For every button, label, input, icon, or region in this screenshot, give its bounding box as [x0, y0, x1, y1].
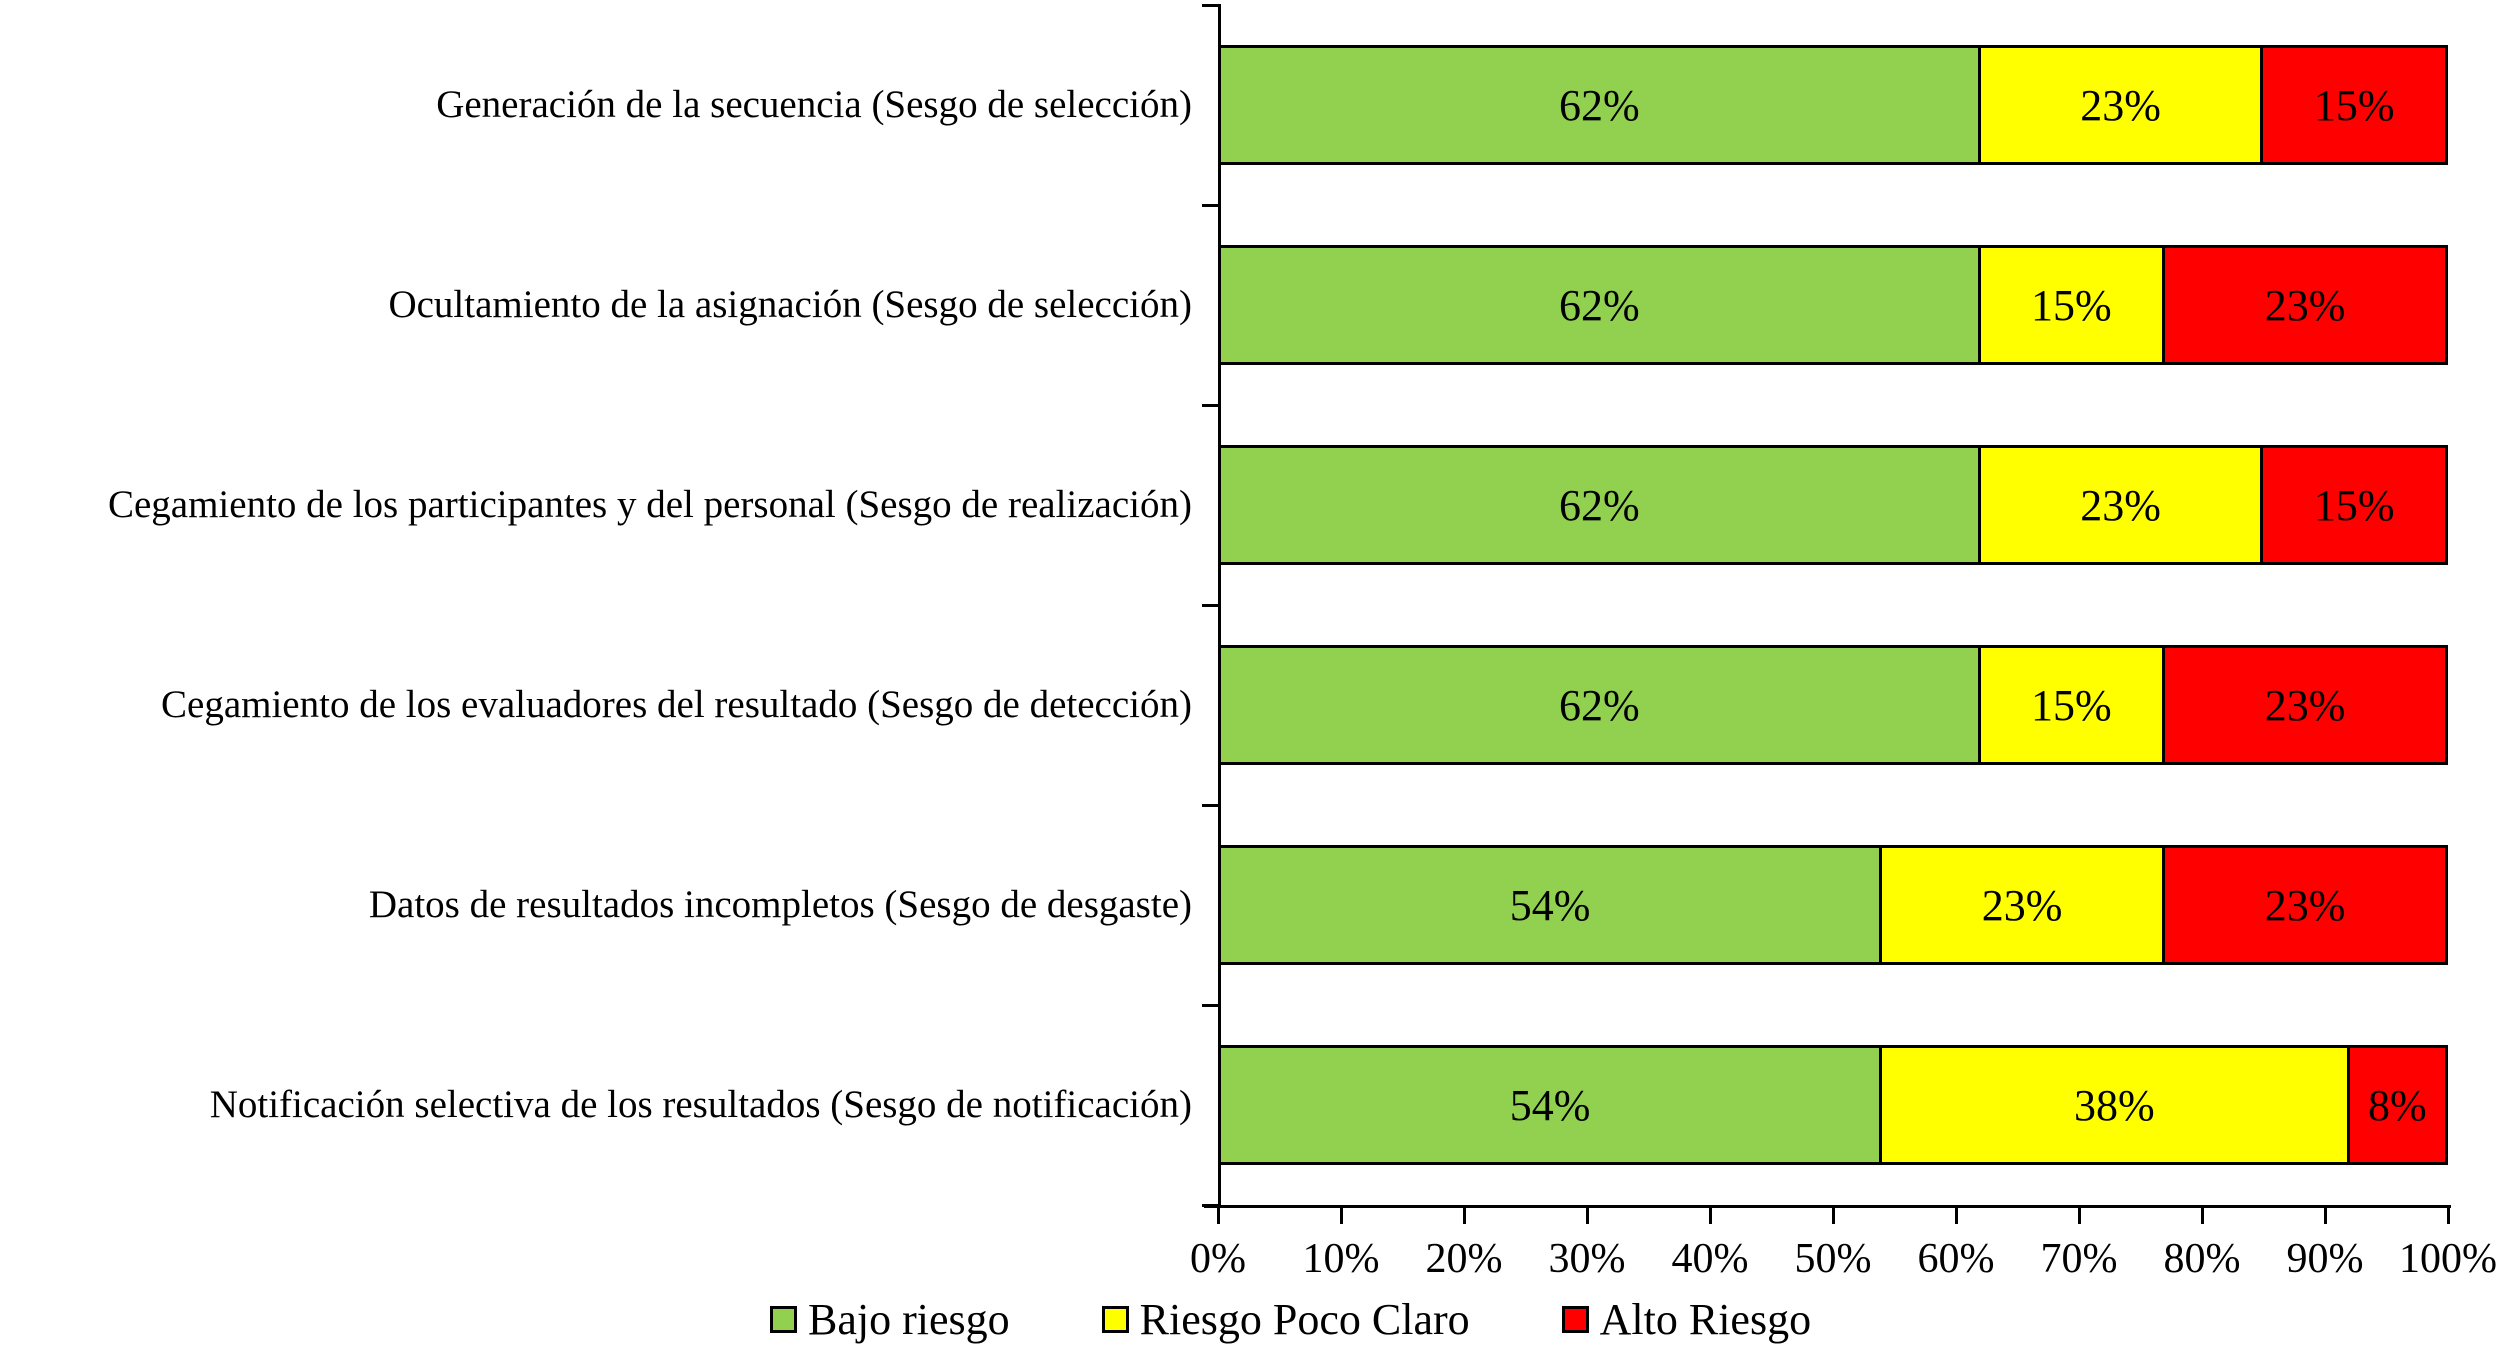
legend-swatch-bajo-riesgo — [770, 1306, 797, 1333]
x-axis-tick-label: 10% — [1302, 1236, 1380, 1282]
bar-segment-bajo-riesgo: 54% — [1218, 845, 1883, 965]
category-label: Cegamiento de los participantes y del pe… — [107, 482, 1192, 526]
x-axis-tick-label: 40% — [1671, 1236, 1749, 1282]
bar-row: 62% 15% 23% — [1218, 245, 2448, 365]
x-axis-tick-label: 80% — [2163, 1236, 2241, 1282]
legend-swatch-alto-riesgo — [1561, 1306, 1589, 1333]
bar-segment-bajo-riesgo: 62% — [1218, 245, 1981, 365]
legend-label: Alto Riesgo — [1599, 1295, 1812, 1344]
legend: Bajo riesgo Riesgo Poco Claro Alto Riesgo — [770, 1294, 1811, 1345]
category-label: Cegamiento de los evaluadores del result… — [161, 682, 1192, 726]
x-axis-tick — [2324, 1205, 2327, 1224]
x-axis-tick — [1832, 1205, 1835, 1224]
x-axis-tick-label: 70% — [2040, 1236, 2118, 1282]
bar-segment-bajo-riesgo: 62% — [1218, 445, 1981, 565]
bar-segment-bajo-riesgo: 54% — [1218, 1045, 1883, 1165]
segment-value-label: 54% — [1509, 880, 1591, 930]
category-label: Datos de resultados incompletos (Sesgo d… — [368, 882, 1192, 926]
segment-value-label: 23% — [2080, 80, 2161, 130]
segment-value-label: 23% — [2264, 280, 2346, 330]
x-axis-tick — [2078, 1205, 2081, 1224]
y-axis-tick — [1202, 204, 1221, 207]
y-axis-tick — [1202, 1004, 1221, 1007]
segment-value-label: 54% — [1509, 1080, 1591, 1130]
bar-row: 62% 23% 15% — [1218, 445, 2448, 565]
legend-swatch-riesgo-poco-claro — [1101, 1306, 1129, 1333]
bar-row: 62% 23% 15% — [1218, 45, 2448, 165]
bar-segment-alto-riesgo: 15% — [2263, 45, 2448, 165]
segment-value-label: 38% — [2074, 1080, 2155, 1130]
bar-segment-alto-riesgo: 15% — [2263, 445, 2448, 565]
x-axis-tick — [2447, 1205, 2450, 1224]
bar-segment-alto-riesgo: 23% — [2165, 245, 2448, 365]
segment-value-label: 23% — [2264, 680, 2346, 730]
segment-value-label: 62% — [1558, 680, 1640, 730]
x-axis-line — [1204, 1205, 2451, 1208]
x-axis-tick-label: 60% — [1917, 1236, 1995, 1282]
bar-row: 54% 38% 8% — [1218, 1045, 2448, 1165]
y-axis-tick — [1202, 804, 1221, 807]
bar-segment-riesgo-poco-claro: 15% — [1980, 245, 2166, 365]
bar-segment-riesgo-poco-claro: 15% — [1980, 645, 2166, 765]
x-axis-tick — [1586, 1205, 1589, 1224]
x-axis-tick-label: 30% — [1548, 1236, 1626, 1282]
x-axis-tick — [1217, 1205, 1220, 1224]
x-axis-tick-label: 0% — [1190, 1236, 1246, 1282]
legend-item-alto-riesgo: Alto Riesgo — [1561, 1294, 1812, 1345]
segment-value-label: 23% — [1981, 880, 2063, 930]
legend-label: Riesgo Poco Claro — [1139, 1295, 1470, 1344]
x-axis-tick — [1340, 1205, 1343, 1224]
y-axis-tick — [1202, 4, 1221, 7]
legend-label: Bajo riesgo — [808, 1295, 1010, 1344]
legend-item-bajo-riesgo: Bajo riesgo — [770, 1294, 1010, 1345]
segment-value-label: 62% — [1558, 280, 1640, 330]
segment-value-label: 23% — [2080, 480, 2161, 530]
x-axis-tick — [1709, 1205, 1712, 1224]
x-axis-tick-label: 50% — [1794, 1236, 1872, 1282]
bar-segment-riesgo-poco-claro: 23% — [1882, 845, 2166, 965]
segment-value-label: 15% — [2313, 480, 2395, 530]
y-axis-tick — [1202, 404, 1221, 407]
segment-value-label: 8% — [2367, 1080, 2427, 1130]
bar-segment-riesgo-poco-claro: 38% — [1882, 1045, 2350, 1165]
category-label: Ocultamiento de la asignación (Sesgo de … — [388, 282, 1192, 326]
x-axis-tick-label: 100% — [2399, 1236, 2497, 1282]
bar-segment-bajo-riesgo: 62% — [1218, 645, 1981, 765]
x-axis-tick — [1463, 1205, 1466, 1224]
y-axis-tick — [1202, 604, 1221, 607]
segment-value-label: 62% — [1558, 80, 1640, 130]
segment-value-label: 23% — [2264, 880, 2346, 930]
bar-segment-alto-riesgo: 8% — [2349, 1045, 2448, 1165]
x-axis-tick — [2201, 1205, 2204, 1224]
bar-row: 54% 23% 23% — [1218, 845, 2448, 965]
legend-item-riesgo-poco-claro: Riesgo Poco Claro — [1101, 1294, 1470, 1345]
bar-row: 62% 15% 23% — [1218, 645, 2448, 765]
bar-segment-riesgo-poco-claro: 23% — [1980, 445, 2264, 565]
segment-value-label: 15% — [2031, 280, 2112, 330]
segment-value-label: 15% — [2313, 80, 2395, 130]
category-label: Generación de la secuencia (Sesgo de sel… — [436, 82, 1192, 126]
bar-segment-bajo-riesgo: 62% — [1218, 45, 1981, 165]
x-axis-tick-label: 90% — [2286, 1236, 2364, 1282]
category-label: Notificación selectiva de los resultados… — [209, 1082, 1192, 1126]
bar-segment-riesgo-poco-claro: 23% — [1980, 45, 2264, 165]
x-axis-tick — [1955, 1205, 1958, 1224]
bar-segment-alto-riesgo: 23% — [2165, 645, 2448, 765]
segment-value-label: 62% — [1558, 480, 1640, 530]
bar-segment-alto-riesgo: 23% — [2165, 845, 2448, 965]
segment-value-label: 15% — [2031, 680, 2112, 730]
x-axis-tick-label: 20% — [1425, 1236, 1503, 1282]
